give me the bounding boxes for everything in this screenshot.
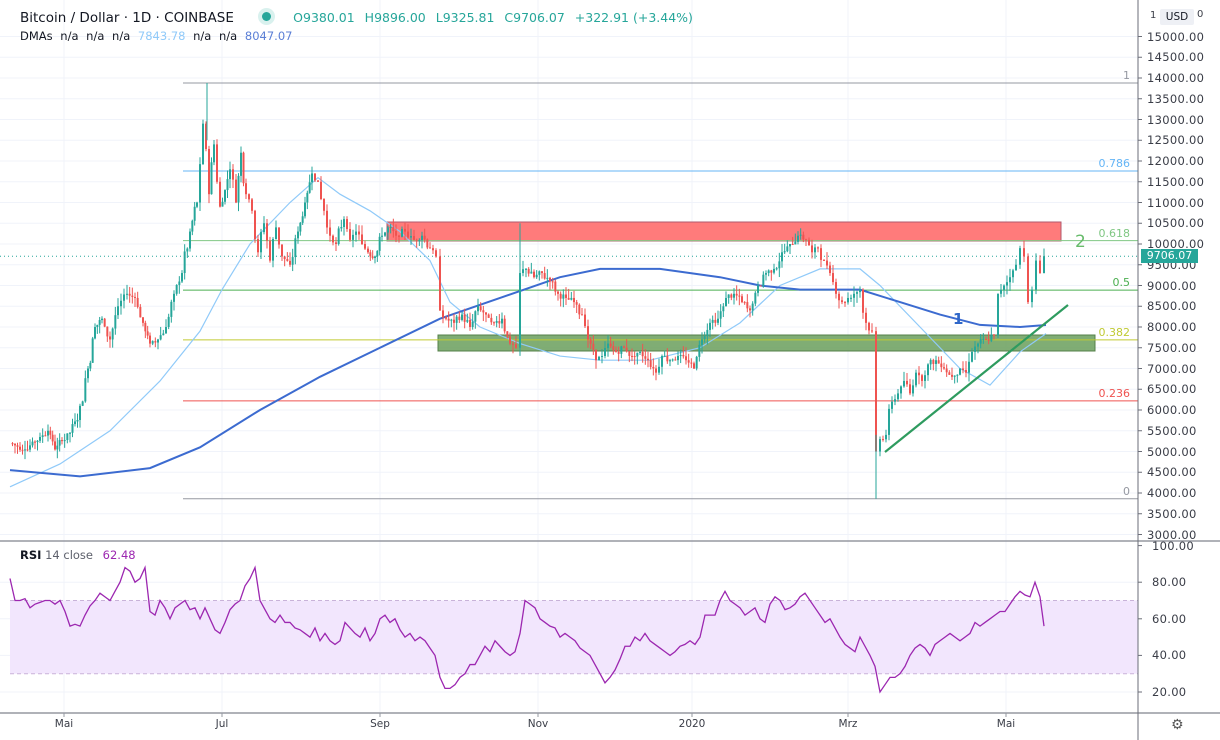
high-value: H9896.00 [364, 10, 426, 25]
open-value: O9380.01 [293, 10, 355, 25]
scale-left-mark: 1 [1150, 10, 1157, 21]
price-tick-label: 11000.00 [1147, 195, 1205, 210]
price-tick-label: 12000.00 [1147, 154, 1205, 168]
currency-button[interactable]: USD [1160, 9, 1194, 25]
time-tick-label: Mai [54, 718, 74, 730]
price-tick-label: 3500.00 [1147, 506, 1197, 521]
rsi-tick-label: 60.00 [1152, 611, 1187, 626]
price-tick-label: 3000.00 [1147, 527, 1197, 542]
dma-value-4: 7843.78 [137, 29, 186, 43]
price-tick-label: 8500.00 [1147, 299, 1197, 314]
dma-legend[interactable]: DMAs n/a n/a n/a 7843.78 n/a n/a 8047.07 [20, 29, 296, 43]
fib-level-label: 0.382 [1098, 325, 1131, 339]
low-value: L9325.81 [435, 10, 495, 25]
price-tick-label: 10500.00 [1147, 216, 1205, 231]
price-tick-label: 11500.00 [1147, 174, 1205, 189]
rsi-tick-label: 100.00 [1152, 538, 1195, 553]
last-price-badge: 9706.07 [1141, 249, 1198, 263]
dma-value-6: n/a [219, 29, 238, 43]
time-tick-label: Mai [996, 718, 1016, 730]
trendline [884, 304, 1069, 453]
rsi-label: RSI [20, 548, 42, 562]
rsi-value: 62.48 [102, 548, 136, 562]
change-value: +322.91 (+3.44%) [574, 10, 693, 25]
dma-value-3: n/a [112, 29, 131, 43]
settings-gear-icon[interactable]: ⚙ [1171, 717, 1184, 733]
price-tick-label: 5500.00 [1147, 423, 1197, 438]
scale-right-mark: 0 [1197, 9, 1204, 20]
annotation-label-1[interactable]: 1 [953, 310, 964, 328]
dma-value-5: n/a [193, 29, 212, 43]
dma-value-7: 8047.07 [244, 29, 293, 43]
price-tick-label: 7000.00 [1147, 361, 1197, 376]
price-tick-label: 6500.00 [1147, 382, 1197, 397]
rsi-params: 14 close [45, 548, 93, 562]
rsi-tick-label: 20.00 [1152, 685, 1187, 699]
fib-level-label: 0.786 [1098, 156, 1131, 170]
time-tick-label: Jul [215, 718, 229, 730]
price-tick-label: 4000.00 [1147, 486, 1197, 500]
price-tick-label: 6000.00 [1147, 403, 1197, 417]
annotation-label-2[interactable]: 2 [1075, 232, 1086, 252]
rsi-legend[interactable]: RSI 14 close 62.48 [20, 548, 136, 562]
ohlc-values: O9380.01 H9896.00 L9325.81 C9706.07 +322… [293, 10, 699, 25]
time-tick-label: Sep [370, 718, 390, 730]
symbol-title[interactable]: Bitcoin / Dollar · 1D · COINBASE [20, 10, 234, 26]
resistance-zone [386, 221, 1062, 242]
dma-label: DMAs [20, 29, 53, 43]
price-tick-label: 14500.00 [1147, 50, 1205, 65]
price-tick-label: 7500.00 [1147, 340, 1197, 355]
fib-level-label: 1 [1123, 68, 1130, 82]
price-tick-label: 5000.00 [1147, 444, 1197, 459]
market-status-icon [262, 12, 272, 21]
rsi-tick-label: 80.00 [1152, 575, 1187, 590]
close-value: C9706.07 [504, 10, 565, 25]
price-tick-label: 8000.00 [1147, 320, 1197, 334]
time-tick-label: Mrz [838, 718, 858, 730]
price-tick-label: 12500.00 [1147, 133, 1205, 148]
price-tick-label: 15000.00 [1147, 29, 1205, 44]
price-tick-label: 4500.00 [1147, 465, 1197, 480]
price-tick-label: 13500.00 [1147, 91, 1205, 106]
rsi-tick-label: 40.00 [1152, 648, 1187, 663]
fib-level-label: 0.5 [1112, 276, 1131, 290]
fib-level-label: 0.236 [1098, 386, 1131, 400]
time-tick-label: Nov [527, 718, 549, 730]
price-tick-label: 9000.00 [1147, 278, 1197, 293]
price-tick-label: 10000.00 [1147, 237, 1205, 251]
symbol-legend: Bitcoin / Dollar · 1D · COINBASE O9380.0… [20, 10, 699, 26]
time-tick-label: 2020 [678, 718, 706, 730]
dma-value-2: n/a [86, 29, 105, 43]
price-tick-label: 14000.00 [1147, 71, 1205, 85]
price-tick-label: 13000.00 [1147, 112, 1205, 127]
dma-value-1: n/a [60, 29, 79, 43]
fib-level-label: 0 [1123, 484, 1130, 498]
fib-level-label: 0.618 [1098, 226, 1131, 240]
